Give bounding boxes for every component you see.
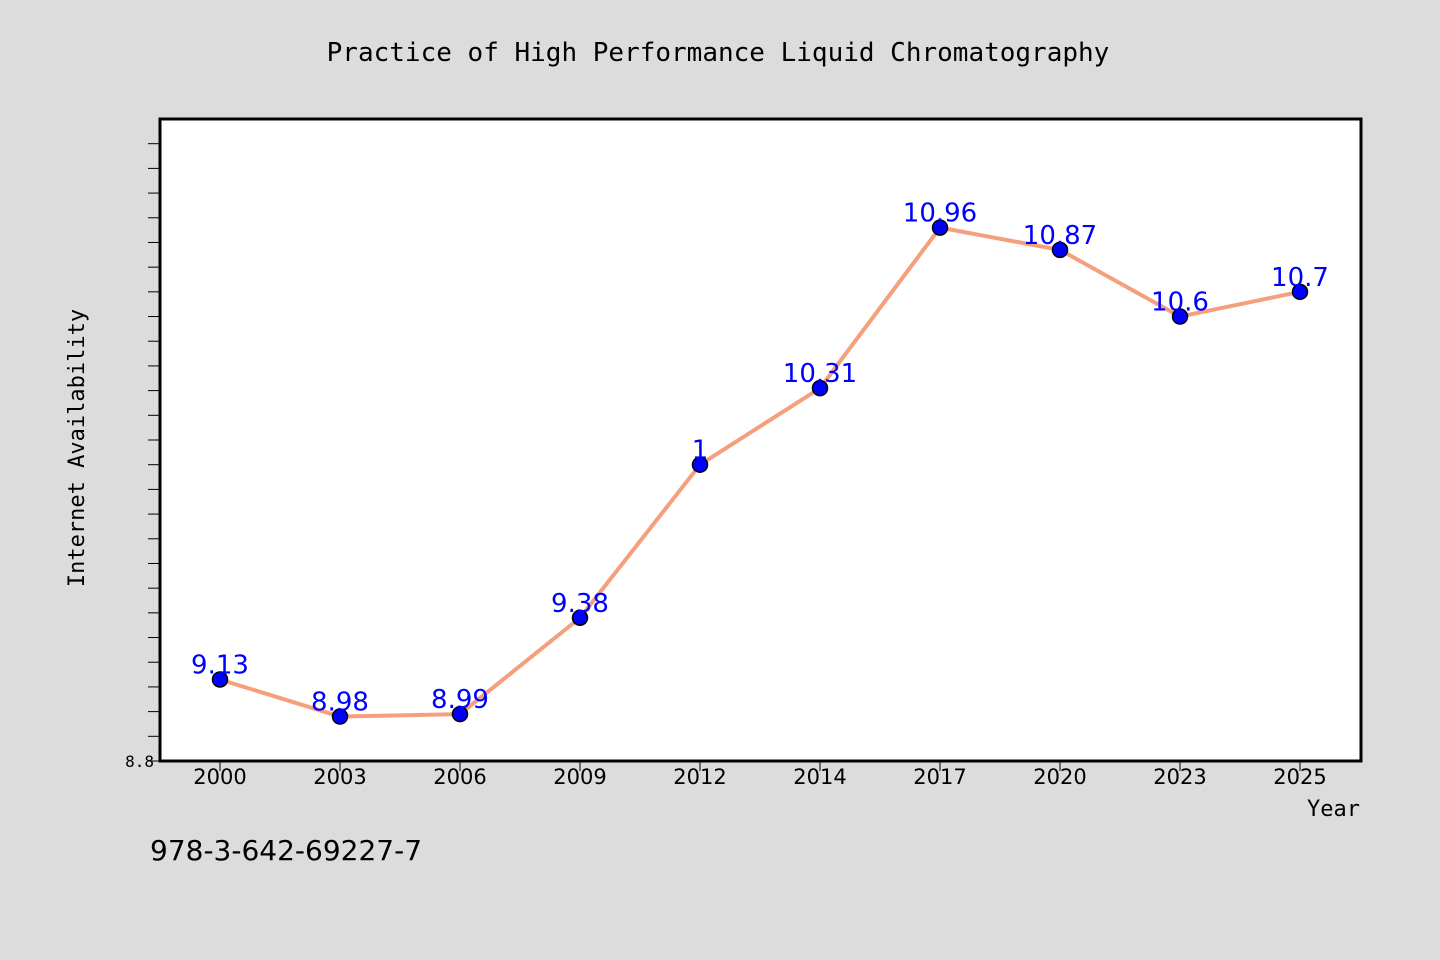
- x-tick-label: 2000: [193, 765, 246, 789]
- data-label: 9.38: [551, 589, 609, 619]
- chart-title: Practice of High Performance Liquid Chro…: [327, 38, 1110, 68]
- x-tick-label: 2009: [553, 765, 606, 789]
- x-tick-label: 2025: [1273, 765, 1326, 789]
- data-label: 10.6: [1151, 288, 1209, 318]
- data-point: [811, 379, 829, 397]
- data-label: 10.96: [903, 199, 977, 229]
- data-point: [331, 708, 349, 725]
- data-label: 8.99: [431, 685, 489, 715]
- x-tick-label: 2012: [673, 765, 726, 789]
- x-tick-label: 2023: [1153, 765, 1206, 789]
- data-point: [571, 609, 589, 627]
- y-axis-label: Internet Availability: [65, 309, 90, 587]
- data-point: [931, 219, 949, 236]
- data-labels: 9.13 8.98 8.99 9.38 1 10.31 10.96 10.87 10.6 10.7: [191, 199, 1329, 718]
- data-point: [1051, 241, 1069, 259]
- x-axis-ticks: 2000 2003 2006 2009 2012 2014 2017 2020 2023 2025: [193, 761, 1327, 789]
- data-point: [211, 671, 229, 688]
- series-line: [219, 225, 1301, 719]
- data-label: 10.31: [783, 359, 857, 389]
- data-label: 9.13: [191, 651, 249, 681]
- isbn-text: 978-3-642-69227-7: [150, 834, 423, 867]
- data-point: [451, 705, 469, 723]
- x-axis-label: Year: [1307, 797, 1360, 822]
- x-tick-label: 2006: [433, 765, 486, 789]
- y-axis-ticks: 8.8: [125, 143, 160, 771]
- data-point: [691, 456, 709, 473]
- y-tick-label: 8.8: [125, 752, 154, 771]
- data-label: 1: [692, 436, 709, 466]
- x-tick-label: 2017: [913, 765, 966, 789]
- data-markers: [211, 219, 1309, 725]
- data-label: 8.98: [311, 688, 369, 718]
- data-point: [1291, 283, 1309, 301]
- plot-area: [158, 117, 1363, 763]
- x-tick-label: 2003: [313, 765, 366, 789]
- data-label: 10.7: [1271, 263, 1329, 293]
- data-point: [1171, 308, 1189, 325]
- data-label: 10.87: [1023, 221, 1097, 251]
- x-tick-label: 2020: [1033, 765, 1086, 789]
- x-tick-label: 2014: [793, 765, 846, 789]
